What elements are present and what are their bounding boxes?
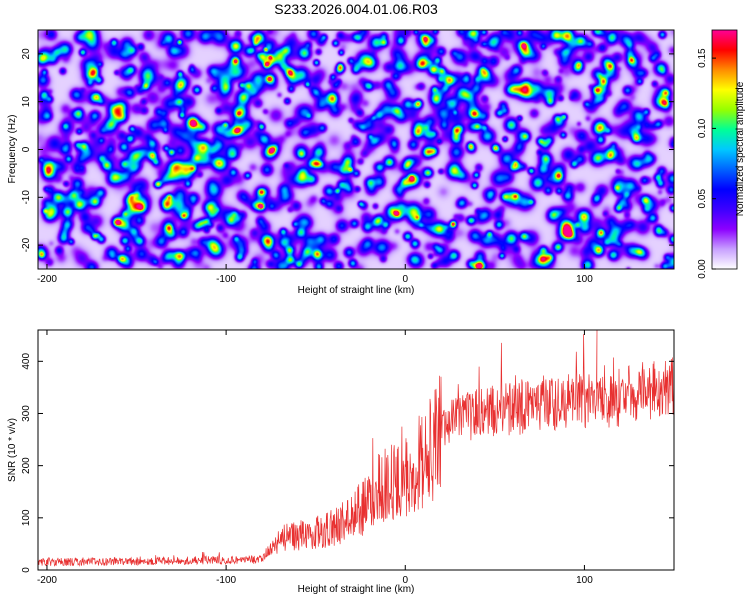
spectrogram-y-tick-label: 0 [21,146,32,152]
colorbar-tick-label: 0.10 [697,118,708,138]
snr-y-ticks: 0 100 200 300 400 [21,353,674,573]
colorbar-gradient [711,29,738,270]
snr-y-tick-label: 0 [21,567,32,573]
spectrogram-y-tick-label: -20 [21,237,32,252]
spectrogram-y-tick-label: 20 [21,48,32,60]
snr-x-tick-label: 0 [402,575,408,586]
spectrogram-x-tick-label: -200 [37,274,57,285]
spectrogram-x-ticks: -200 -100 0 100 [37,30,593,285]
spectrogram-x-tick-label: -100 [216,274,236,285]
snr-y-tick-label: 100 [21,509,32,526]
colorbar: 0.00 0.05 0.10 0.15 Normalized spectral amp… [697,29,746,279]
snr-frame-top [37,329,675,571]
snr-y-axis-label: SNR (10 * v/v) [7,418,18,482]
snr-x-axis-label: Height of straight line (km) [298,584,415,595]
snr-series-line [37,329,675,567]
spectrogram-x-tick-label: 100 [576,274,593,285]
snr-x-tick-label: 100 [576,575,593,586]
spectrogram-y-tick-label: -10 [21,190,32,205]
spectrogram-y-tick-label: 10 [21,96,32,108]
snr-frame [37,329,675,571]
snr-x-tick-label: -100 [216,575,236,586]
colorbar-tick-label: 0.15 [697,48,708,68]
snr-y-tick-label: 200 [21,457,32,474]
colorbar-tick-label: 0.05 [697,189,708,209]
snr-x-ticks: -200 -100 0 100 [37,330,593,586]
spectrogram-y-ticks: -20 -10 0 10 20 [21,48,674,252]
snr-x-tick-label: -200 [37,575,57,586]
snr-panel: -200 -100 0 100 0 100 200 300 400 Height of str… [7,329,675,595]
snr-y-tick-label: 300 [21,405,32,422]
snr-y-tick-label: 400 [21,353,32,370]
figure-title: S233.2026.004.01.06.R03 [274,1,438,17]
spectrogram-y-axis-label: Frequency (Hz) [7,115,18,184]
spectrogram-x-tick-label: 0 [402,274,408,285]
spectrogram-x-axis-label: Height of straight line (km) [298,285,415,296]
colorbar-label: Normalized spectral amplitude [735,81,746,216]
colorbar-ticks: 0.00 0.05 0.10 0.15 [697,48,716,279]
colorbar-tick-label: 0.00 [697,259,708,279]
spectrogram-heatmap [38,30,674,269]
